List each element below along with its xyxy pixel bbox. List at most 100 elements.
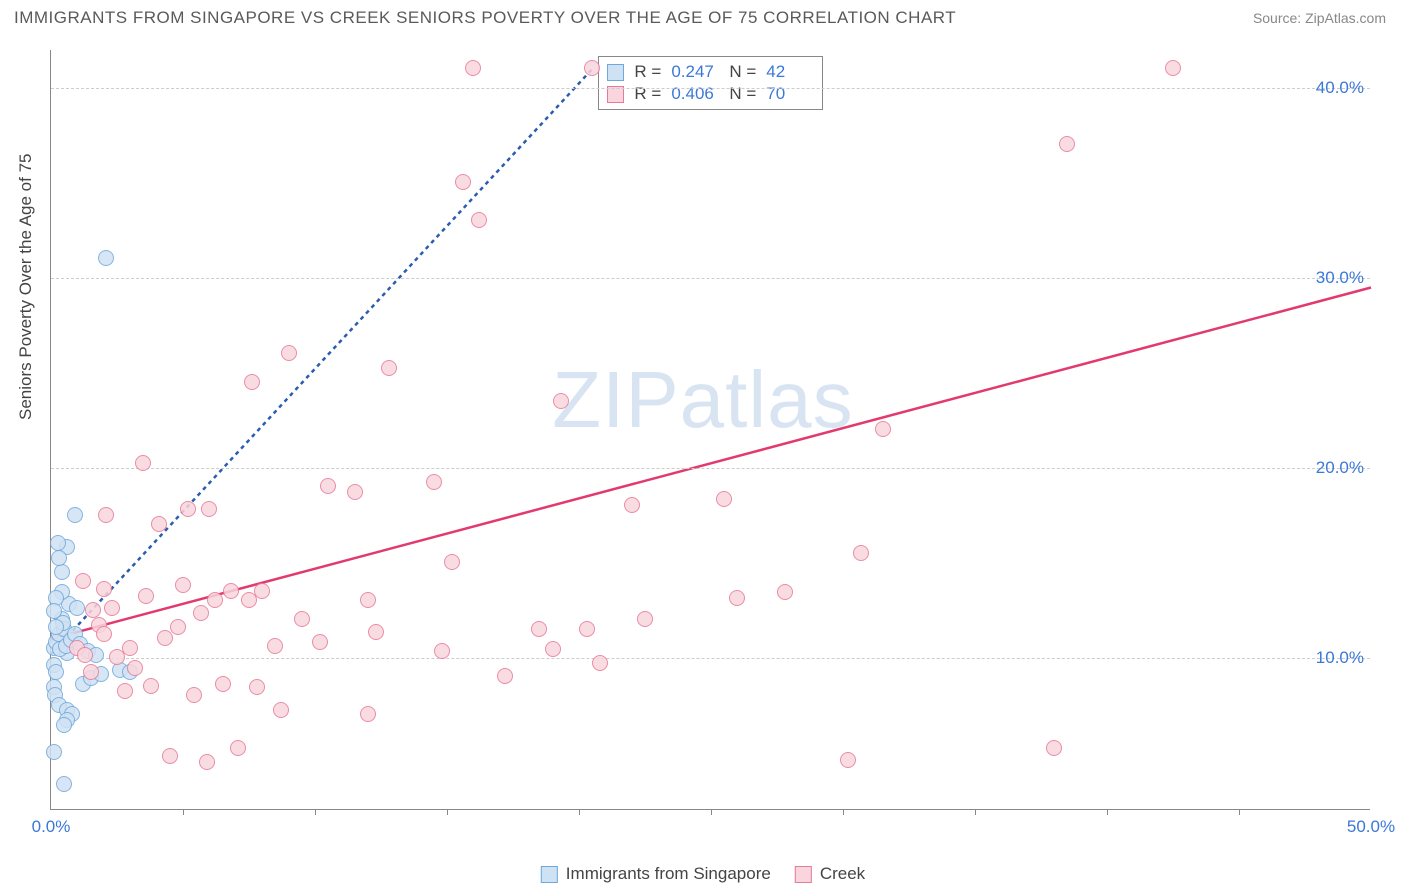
data-point bbox=[497, 668, 513, 684]
title-bar: IMMIGRANTS FROM SINGAPORE VS CREEK SENIO… bbox=[0, 0, 1406, 32]
data-point bbox=[98, 250, 114, 266]
stat-r-value: 0.406 bbox=[671, 84, 719, 104]
data-point bbox=[1165, 60, 1181, 76]
source-label: Source: ZipAtlas.com bbox=[1253, 10, 1386, 26]
data-point bbox=[143, 678, 159, 694]
stat-key: R = bbox=[634, 84, 661, 104]
stat-key: N = bbox=[729, 84, 756, 104]
x-minor-tick bbox=[1239, 809, 1240, 815]
data-point bbox=[127, 660, 143, 676]
x-tick-label: 50.0% bbox=[1347, 817, 1395, 837]
data-point bbox=[579, 621, 595, 637]
data-point bbox=[46, 744, 62, 760]
x-minor-tick bbox=[843, 809, 844, 815]
data-point bbox=[199, 754, 215, 770]
data-point bbox=[267, 638, 283, 654]
data-point bbox=[75, 573, 91, 589]
gridline bbox=[51, 88, 1370, 89]
data-point bbox=[637, 611, 653, 627]
y-tick-label: 30.0% bbox=[1316, 268, 1364, 288]
y-tick-label: 20.0% bbox=[1316, 458, 1364, 478]
legend-bottom: Immigrants from Singapore Creek bbox=[541, 864, 865, 884]
gridline bbox=[51, 658, 1370, 659]
data-point bbox=[151, 516, 167, 532]
data-point bbox=[273, 702, 289, 718]
data-point bbox=[157, 630, 173, 646]
data-point bbox=[67, 507, 83, 523]
data-point bbox=[584, 60, 600, 76]
y-tick-label: 10.0% bbox=[1316, 648, 1364, 668]
data-point bbox=[444, 554, 460, 570]
x-minor-tick bbox=[579, 809, 580, 815]
trend-lines-svg bbox=[51, 50, 1370, 809]
legend-label: Creek bbox=[820, 864, 865, 884]
data-point bbox=[51, 550, 67, 566]
legend-stat-row: R = 0.406 N = 70 bbox=[607, 83, 814, 105]
y-axis-label: Seniors Poverty Over the Age of 75 bbox=[16, 154, 36, 420]
legend-item-creek: Creek bbox=[795, 864, 865, 884]
data-point bbox=[249, 679, 265, 695]
stat-key: N = bbox=[729, 62, 756, 82]
stat-r-value: 0.247 bbox=[671, 62, 719, 82]
legend-swatch-icon bbox=[795, 866, 812, 883]
data-point bbox=[381, 360, 397, 376]
legend-stats-box: R = 0.247 N = 42 R = 0.406 N = 70 bbox=[598, 56, 823, 110]
chart-container: IMMIGRANTS FROM SINGAPORE VS CREEK SENIO… bbox=[0, 0, 1406, 892]
data-point bbox=[434, 643, 450, 659]
legend-stat-row: R = 0.247 N = 42 bbox=[607, 61, 814, 83]
data-point bbox=[50, 535, 66, 551]
data-point bbox=[138, 588, 154, 604]
data-point bbox=[135, 455, 151, 471]
data-point bbox=[83, 664, 99, 680]
stat-key: R = bbox=[634, 62, 661, 82]
data-point bbox=[875, 421, 891, 437]
data-point bbox=[531, 621, 547, 637]
y-tick-label: 40.0% bbox=[1316, 78, 1364, 98]
data-point bbox=[48, 664, 64, 680]
data-point bbox=[312, 634, 328, 650]
data-point bbox=[254, 583, 270, 599]
data-point bbox=[360, 706, 376, 722]
x-minor-tick bbox=[711, 809, 712, 815]
trend-line bbox=[51, 288, 1371, 640]
data-point bbox=[465, 60, 481, 76]
data-point bbox=[347, 484, 363, 500]
data-point bbox=[56, 717, 72, 733]
data-point bbox=[122, 640, 138, 656]
data-point bbox=[85, 602, 101, 618]
x-minor-tick bbox=[183, 809, 184, 815]
data-point bbox=[170, 619, 186, 635]
data-point bbox=[545, 641, 561, 657]
data-point bbox=[96, 581, 112, 597]
chart-title: IMMIGRANTS FROM SINGAPORE VS CREEK SENIO… bbox=[14, 8, 956, 28]
data-point bbox=[553, 393, 569, 409]
data-point bbox=[69, 600, 85, 616]
x-minor-tick bbox=[975, 809, 976, 815]
legend-label: Immigrants from Singapore bbox=[566, 864, 771, 884]
data-point bbox=[244, 374, 260, 390]
data-point bbox=[215, 676, 231, 692]
gridline bbox=[51, 468, 1370, 469]
data-point bbox=[175, 577, 191, 593]
stat-n-value: 42 bbox=[766, 62, 814, 82]
data-point bbox=[201, 501, 217, 517]
plot-area: ZIPatlas R =0.247N =42R =0.406N =70 10.0… bbox=[50, 50, 1370, 810]
data-point bbox=[320, 478, 336, 494]
legend-item-singapore: Immigrants from Singapore bbox=[541, 864, 771, 884]
gridline bbox=[51, 278, 1370, 279]
data-point bbox=[104, 600, 120, 616]
data-point bbox=[207, 592, 223, 608]
x-tick-label: 0.0% bbox=[32, 817, 71, 837]
stat-n-value: 70 bbox=[766, 84, 814, 104]
data-point bbox=[230, 740, 246, 756]
data-point bbox=[716, 491, 732, 507]
data-point bbox=[223, 583, 239, 599]
data-point bbox=[1059, 136, 1075, 152]
data-point bbox=[368, 624, 384, 640]
data-point bbox=[624, 497, 640, 513]
data-point bbox=[117, 683, 133, 699]
data-point bbox=[96, 626, 112, 642]
data-point bbox=[98, 507, 114, 523]
data-point bbox=[777, 584, 793, 600]
data-point bbox=[360, 592, 376, 608]
